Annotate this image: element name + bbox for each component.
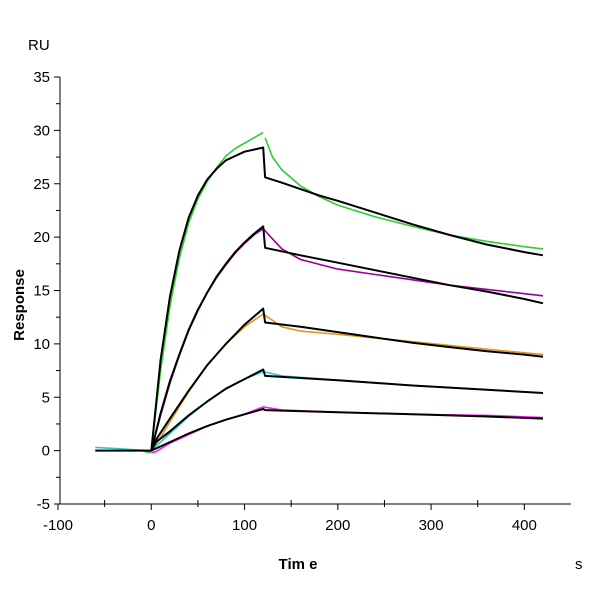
- fit-curve-7: [150, 225, 544, 451]
- x-tick-label: -100: [43, 517, 73, 534]
- data-curve-1: [264, 137, 544, 250]
- y-tick-label: 25: [33, 176, 50, 193]
- data-curve-3: [150, 313, 544, 452]
- axes: -5 0 5 10 15 20 25 30 35 -100 0 100 200 300 400: [33, 69, 571, 534]
- y-tick-label: -5: [37, 496, 50, 513]
- y-tick-label: 0: [42, 443, 50, 460]
- y-tick-label: 35: [33, 69, 50, 86]
- x-axis-title: Tim e: [279, 556, 318, 573]
- data-curve-0: [95, 131, 264, 454]
- y-tick-label: 10: [33, 336, 50, 353]
- y-tick-label: 30: [33, 122, 50, 139]
- y-axis-title: Response: [11, 269, 28, 341]
- x-unit-label: s: [575, 556, 583, 573]
- y-tick-label: 20: [33, 229, 50, 246]
- x-tick-label: 200: [325, 517, 350, 534]
- y-unit-label: RU: [28, 37, 50, 54]
- series-group: [95, 131, 544, 454]
- fit-curve-8: [150, 307, 544, 451]
- fit-curve-9: [150, 368, 544, 452]
- x-tick-label: 400: [512, 517, 537, 534]
- data-curve-5: [151, 406, 544, 454]
- x-tick-label: 300: [419, 517, 444, 534]
- y-tick-label: 5: [42, 389, 50, 406]
- x-tick-label: 0: [147, 517, 155, 534]
- x-tick-label: 100: [232, 517, 257, 534]
- fit-curve-10: [150, 408, 544, 452]
- y-tick-label: 15: [33, 283, 50, 300]
- fit-curve-6: [95, 146, 544, 452]
